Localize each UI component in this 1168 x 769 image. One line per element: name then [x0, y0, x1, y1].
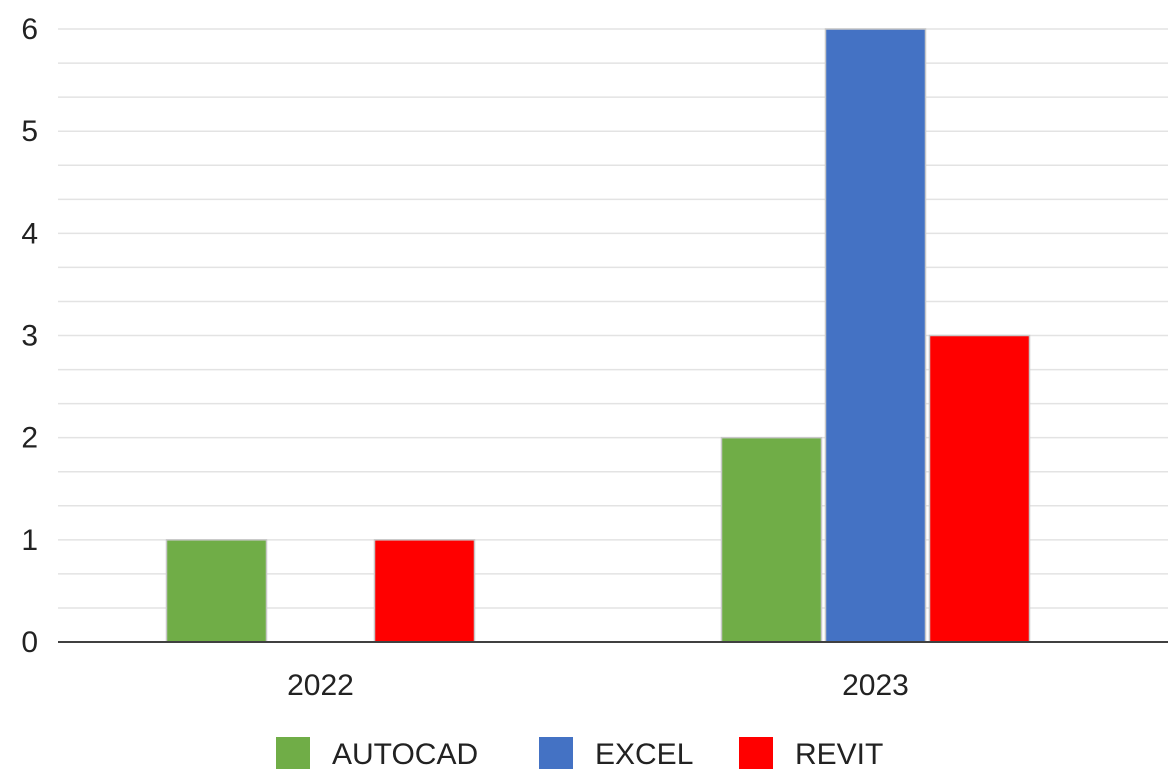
bar-autocad-2022 — [165, 539, 268, 643]
legend-swatch-revit — [739, 737, 773, 769]
legend-label-excel: EXCEL — [595, 738, 693, 769]
legend-swatch-autocad — [276, 737, 310, 769]
y-tick-label: 5 — [21, 115, 38, 148]
y-tick-label: 3 — [21, 320, 38, 353]
legend-label-revit: REVIT — [795, 738, 883, 769]
x-axis-ticks: 2022 2023 — [287, 669, 909, 702]
bar-autocad-2023 — [720, 436, 823, 643]
y-tick-label: 2 — [21, 422, 38, 455]
y-axis-ticks: 0 1 2 3 4 5 6 — [21, 13, 38, 659]
y-tick-label: 0 — [21, 626, 38, 659]
y-tick-label: 4 — [21, 217, 38, 250]
y-tick-label: 6 — [21, 13, 38, 46]
bar-excel-2023 — [824, 28, 927, 643]
x-tick-label: 2023 — [842, 669, 909, 702]
gridlines — [58, 28, 1168, 609]
legend-label-autocad: AUTOCAD — [332, 738, 478, 769]
legend-swatch-excel — [539, 737, 573, 769]
y-tick-label: 1 — [21, 524, 38, 557]
x-tick-label: 2022 — [287, 669, 354, 702]
legend: AUTOCAD EXCEL REVIT — [276, 737, 883, 769]
bar-revit-2023 — [928, 334, 1031, 643]
bar-revit-2022 — [373, 539, 476, 643]
bars — [165, 28, 1031, 643]
